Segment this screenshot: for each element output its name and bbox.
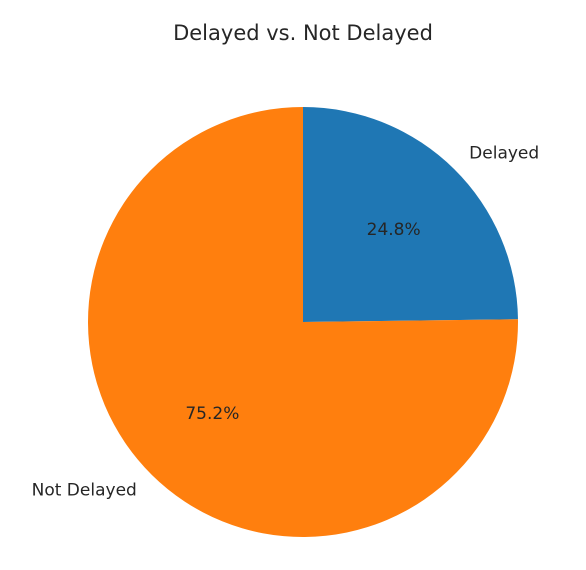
pie-category-label: Delayed [469,144,539,164]
pie-category-label: Not Delayed [32,480,137,500]
labels-layer: 24.8% Delayed 75.2% Not Delayed [32,144,540,501]
pie-pct-label: 24.8% [367,220,421,240]
chart-title: Delayed vs. Not Delayed [173,21,433,45]
pie-slice-not-delayed [88,107,519,538]
pie-pct-label: 75.2% [185,404,239,424]
slices-layer [88,107,519,538]
pie-slice-delayed [303,107,518,322]
